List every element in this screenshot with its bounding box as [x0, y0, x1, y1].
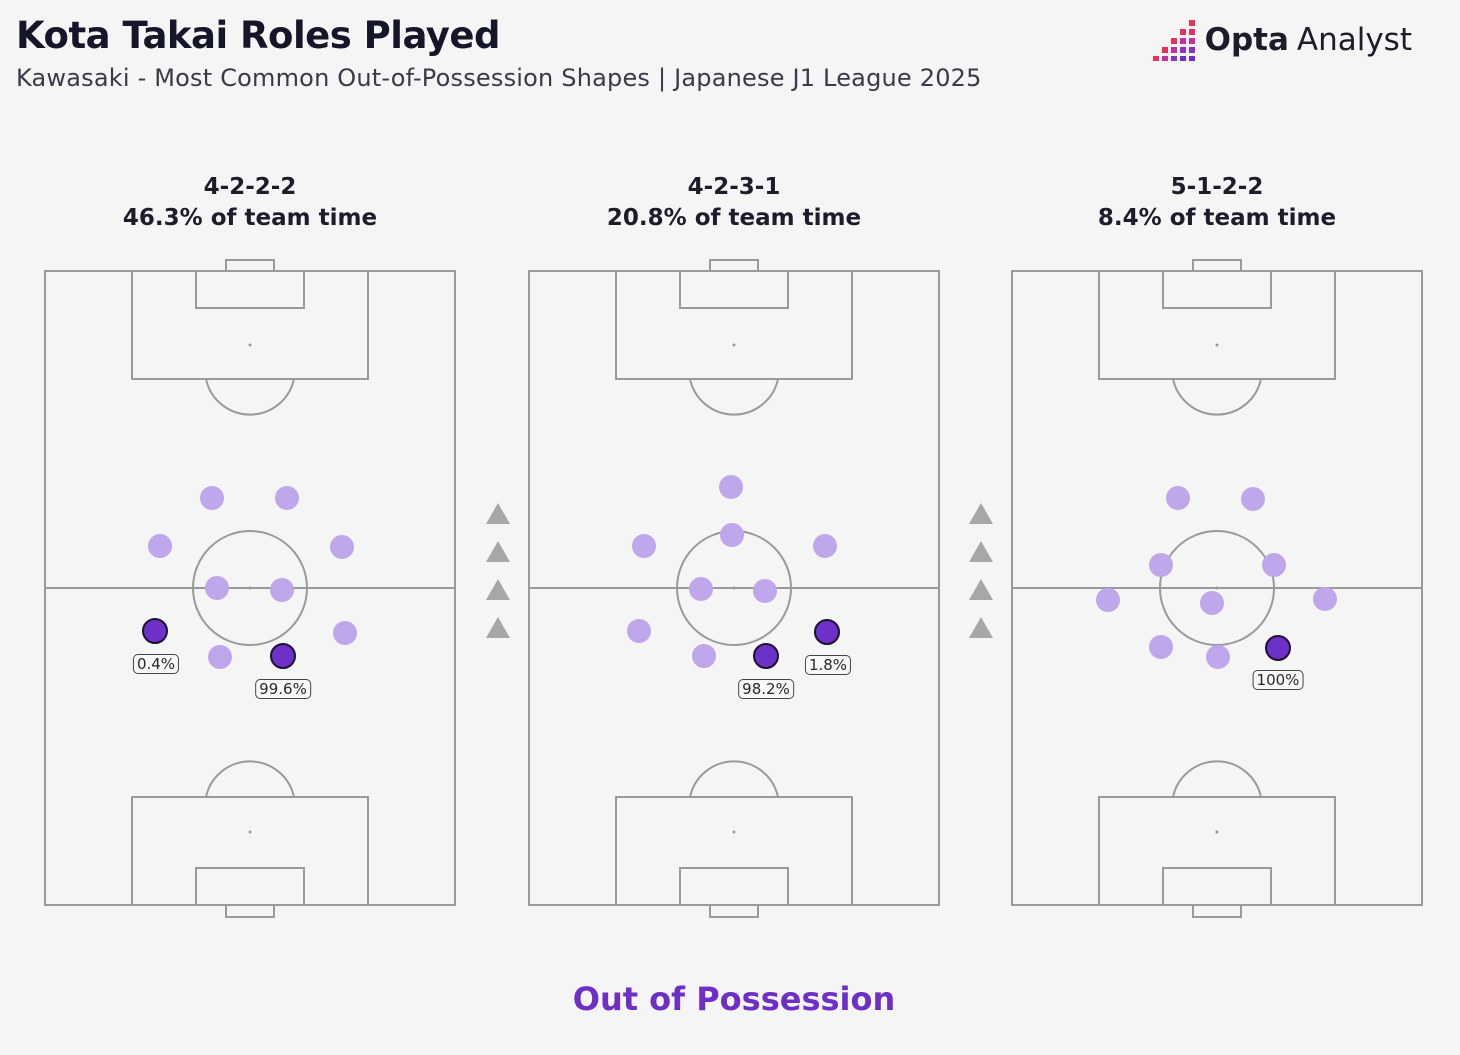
formation-label: 5-1-2-2 [1170, 174, 1264, 200]
formation-label: 4-2-2-2 [203, 174, 297, 200]
player-dot [208, 645, 232, 669]
brand-logo: Opta Analyst [1152, 18, 1412, 62]
player-dot [1149, 553, 1173, 577]
pitch-1: 0.4% 99.6% [44, 258, 456, 920]
player-dot [753, 579, 777, 603]
player-dot [330, 535, 354, 559]
page-subtitle: Kawasaki - Most Common Out-of-Possession… [16, 64, 982, 92]
up-triangle-icon [969, 579, 993, 600]
player-dot [148, 534, 172, 558]
up-triangle-icon [486, 579, 510, 600]
player-dot [719, 475, 743, 499]
formation-label: 4-2-3-1 [687, 174, 781, 200]
opta-bars-icon [1152, 20, 1195, 61]
player-dot [1166, 486, 1190, 510]
player-dot [689, 577, 713, 601]
player-dot [1241, 487, 1265, 511]
player-dot [275, 486, 299, 510]
player-dot [200, 486, 224, 510]
player-dot [720, 523, 744, 547]
shape-header-2: 4-2-3-1 20.8% of team time [528, 172, 940, 234]
role-share-label: 98.2% [738, 679, 794, 699]
player-dot [1262, 553, 1286, 577]
pitch-3: 100% [1011, 258, 1423, 920]
up-triangle-icon [486, 503, 510, 524]
player-dot-highlighted [814, 619, 840, 645]
pitch-lines [528, 259, 940, 918]
player-dot [632, 534, 656, 558]
up-triangle-icon [969, 503, 993, 524]
up-triangle-icon [969, 617, 993, 638]
player-dot [1200, 591, 1224, 615]
player-dot [1206, 645, 1230, 669]
player-dot [1313, 587, 1337, 611]
role-share-label: 1.8% [804, 655, 852, 675]
page-title: Kota Takai Roles Played [16, 14, 500, 57]
brand-name-bold: Opta [1204, 22, 1289, 58]
pitch-lines [44, 259, 456, 918]
player-dot-highlighted [270, 643, 296, 669]
player-dot [1149, 635, 1173, 659]
shape-header-3: 5-1-2-2 8.4% of team time [1011, 172, 1423, 234]
direction-arrows [484, 500, 512, 645]
player-dot [1096, 588, 1120, 612]
player-dot [813, 534, 837, 558]
up-triangle-icon [486, 541, 510, 562]
brand-name-light: Analyst [1296, 22, 1412, 58]
pitch-lines [1011, 259, 1423, 918]
direction-arrows [967, 500, 995, 645]
player-dot-highlighted [753, 643, 779, 669]
pitch-2: 98.2% 1.8% [528, 258, 940, 920]
shape-header-1: 4-2-2-2 46.3% of team time [44, 172, 456, 234]
player-dot-highlighted [142, 618, 168, 644]
player-dot [205, 576, 229, 600]
team-time-label: 46.3% of team time [122, 205, 378, 231]
player-dot [333, 621, 357, 645]
player-dot [692, 644, 716, 668]
player-dot [627, 619, 651, 643]
role-share-label: 0.4% [132, 654, 180, 674]
up-triangle-icon [969, 541, 993, 562]
up-triangle-icon [486, 617, 510, 638]
role-share-label: 100% [1252, 670, 1304, 690]
role-share-label: 99.6% [255, 679, 311, 699]
team-time-label: 8.4% of team time [1097, 205, 1337, 231]
team-time-label: 20.8% of team time [606, 205, 862, 231]
footer-phase-label: Out of Possession [572, 980, 896, 1018]
player-dot [270, 578, 294, 602]
player-dot-highlighted [1265, 635, 1291, 661]
